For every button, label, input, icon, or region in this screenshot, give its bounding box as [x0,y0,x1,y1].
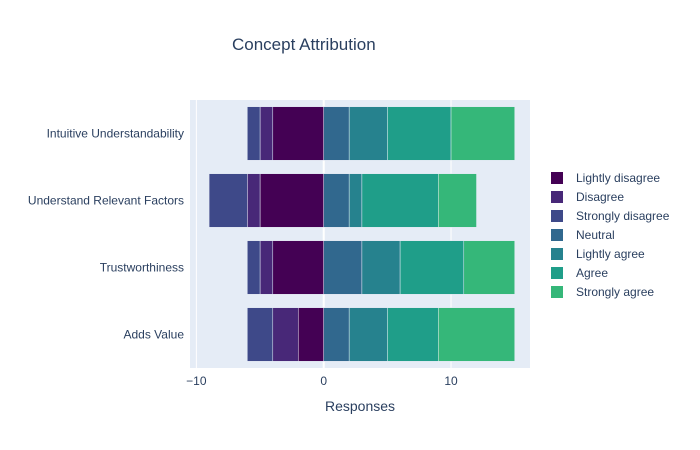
legend-item[interactable]: Neutral [551,228,615,242]
y-axis-ticks: Intuitive Understandability Understand Re… [28,127,184,342]
bar-segment[interactable] [323,173,350,228]
legend-item[interactable]: Strongly agree [551,285,654,299]
y-tick-label: Trustworthiness [100,261,184,275]
legend[interactable]: Lightly disagree Disagree Strongly disagre… [551,171,670,299]
legend-swatch [551,172,563,184]
x-tick-label: −10 [186,374,207,388]
legend-swatch [551,229,563,241]
legend-swatch [551,286,563,298]
bar-segment[interactable] [247,106,261,161]
legend-item[interactable]: Lightly agree [551,247,645,261]
x-axis-ticks: −10 0 10 [186,374,458,388]
chart-title: Concept Attribution [232,35,376,54]
legend-item[interactable]: Lightly disagree [551,171,660,185]
bar-segment[interactable] [272,106,324,161]
bar-segment[interactable] [387,106,452,161]
legend-label: Strongly disagree [576,209,670,223]
bar-segment[interactable] [361,173,439,228]
y-tick-label: Intuitive Understandability [47,127,184,141]
bar-segment[interactable] [438,307,515,362]
bar-segment[interactable] [450,106,515,161]
y-tick-label: Understand Relevant Factors [28,194,184,208]
legend-label: Disagree [576,190,624,204]
legend-item[interactable]: Disagree [551,190,624,204]
bar-segment[interactable] [247,173,261,228]
bar-segment[interactable] [438,173,477,228]
bar-segment[interactable] [387,307,439,362]
bar-segment[interactable] [272,307,299,362]
legend-swatch [551,267,563,279]
legend-label: Neutral [576,228,615,242]
bar-segment[interactable] [259,106,274,161]
bar-segment[interactable] [361,240,401,295]
bar-segment[interactable] [272,240,324,295]
y-tick-label: Adds Value [124,328,185,342]
bar-segment[interactable] [247,307,274,362]
legend-label: Lightly disagree [576,171,660,185]
bar-segment[interactable] [348,173,363,228]
legend-swatch [551,191,563,203]
bar-segment[interactable] [297,307,324,362]
x-axis-title: Responses [325,398,395,414]
bars [208,106,515,362]
bar-segment[interactable] [348,307,388,362]
legend-item[interactable]: Strongly disagree [551,209,670,223]
bar-segment[interactable] [463,240,515,295]
bar-segment[interactable] [259,240,274,295]
bar-segment[interactable] [323,307,350,362]
x-tick-label: 10 [444,374,458,388]
bar-segment[interactable] [399,240,465,295]
bar-segment[interactable] [323,106,350,161]
bar-segment[interactable] [208,173,248,228]
bar-segment[interactable] [259,173,324,228]
legend-item[interactable]: Agree [551,266,608,280]
bar-segment[interactable] [323,240,363,295]
legend-label: Agree [576,266,608,280]
bar-segment[interactable] [247,240,261,295]
legend-swatch [551,210,563,222]
x-tick-label: 0 [320,374,327,388]
legend-label: Strongly agree [576,285,654,299]
bar-segment[interactable] [348,106,388,161]
legend-label: Lightly agree [576,247,645,261]
legend-swatch [551,248,563,260]
